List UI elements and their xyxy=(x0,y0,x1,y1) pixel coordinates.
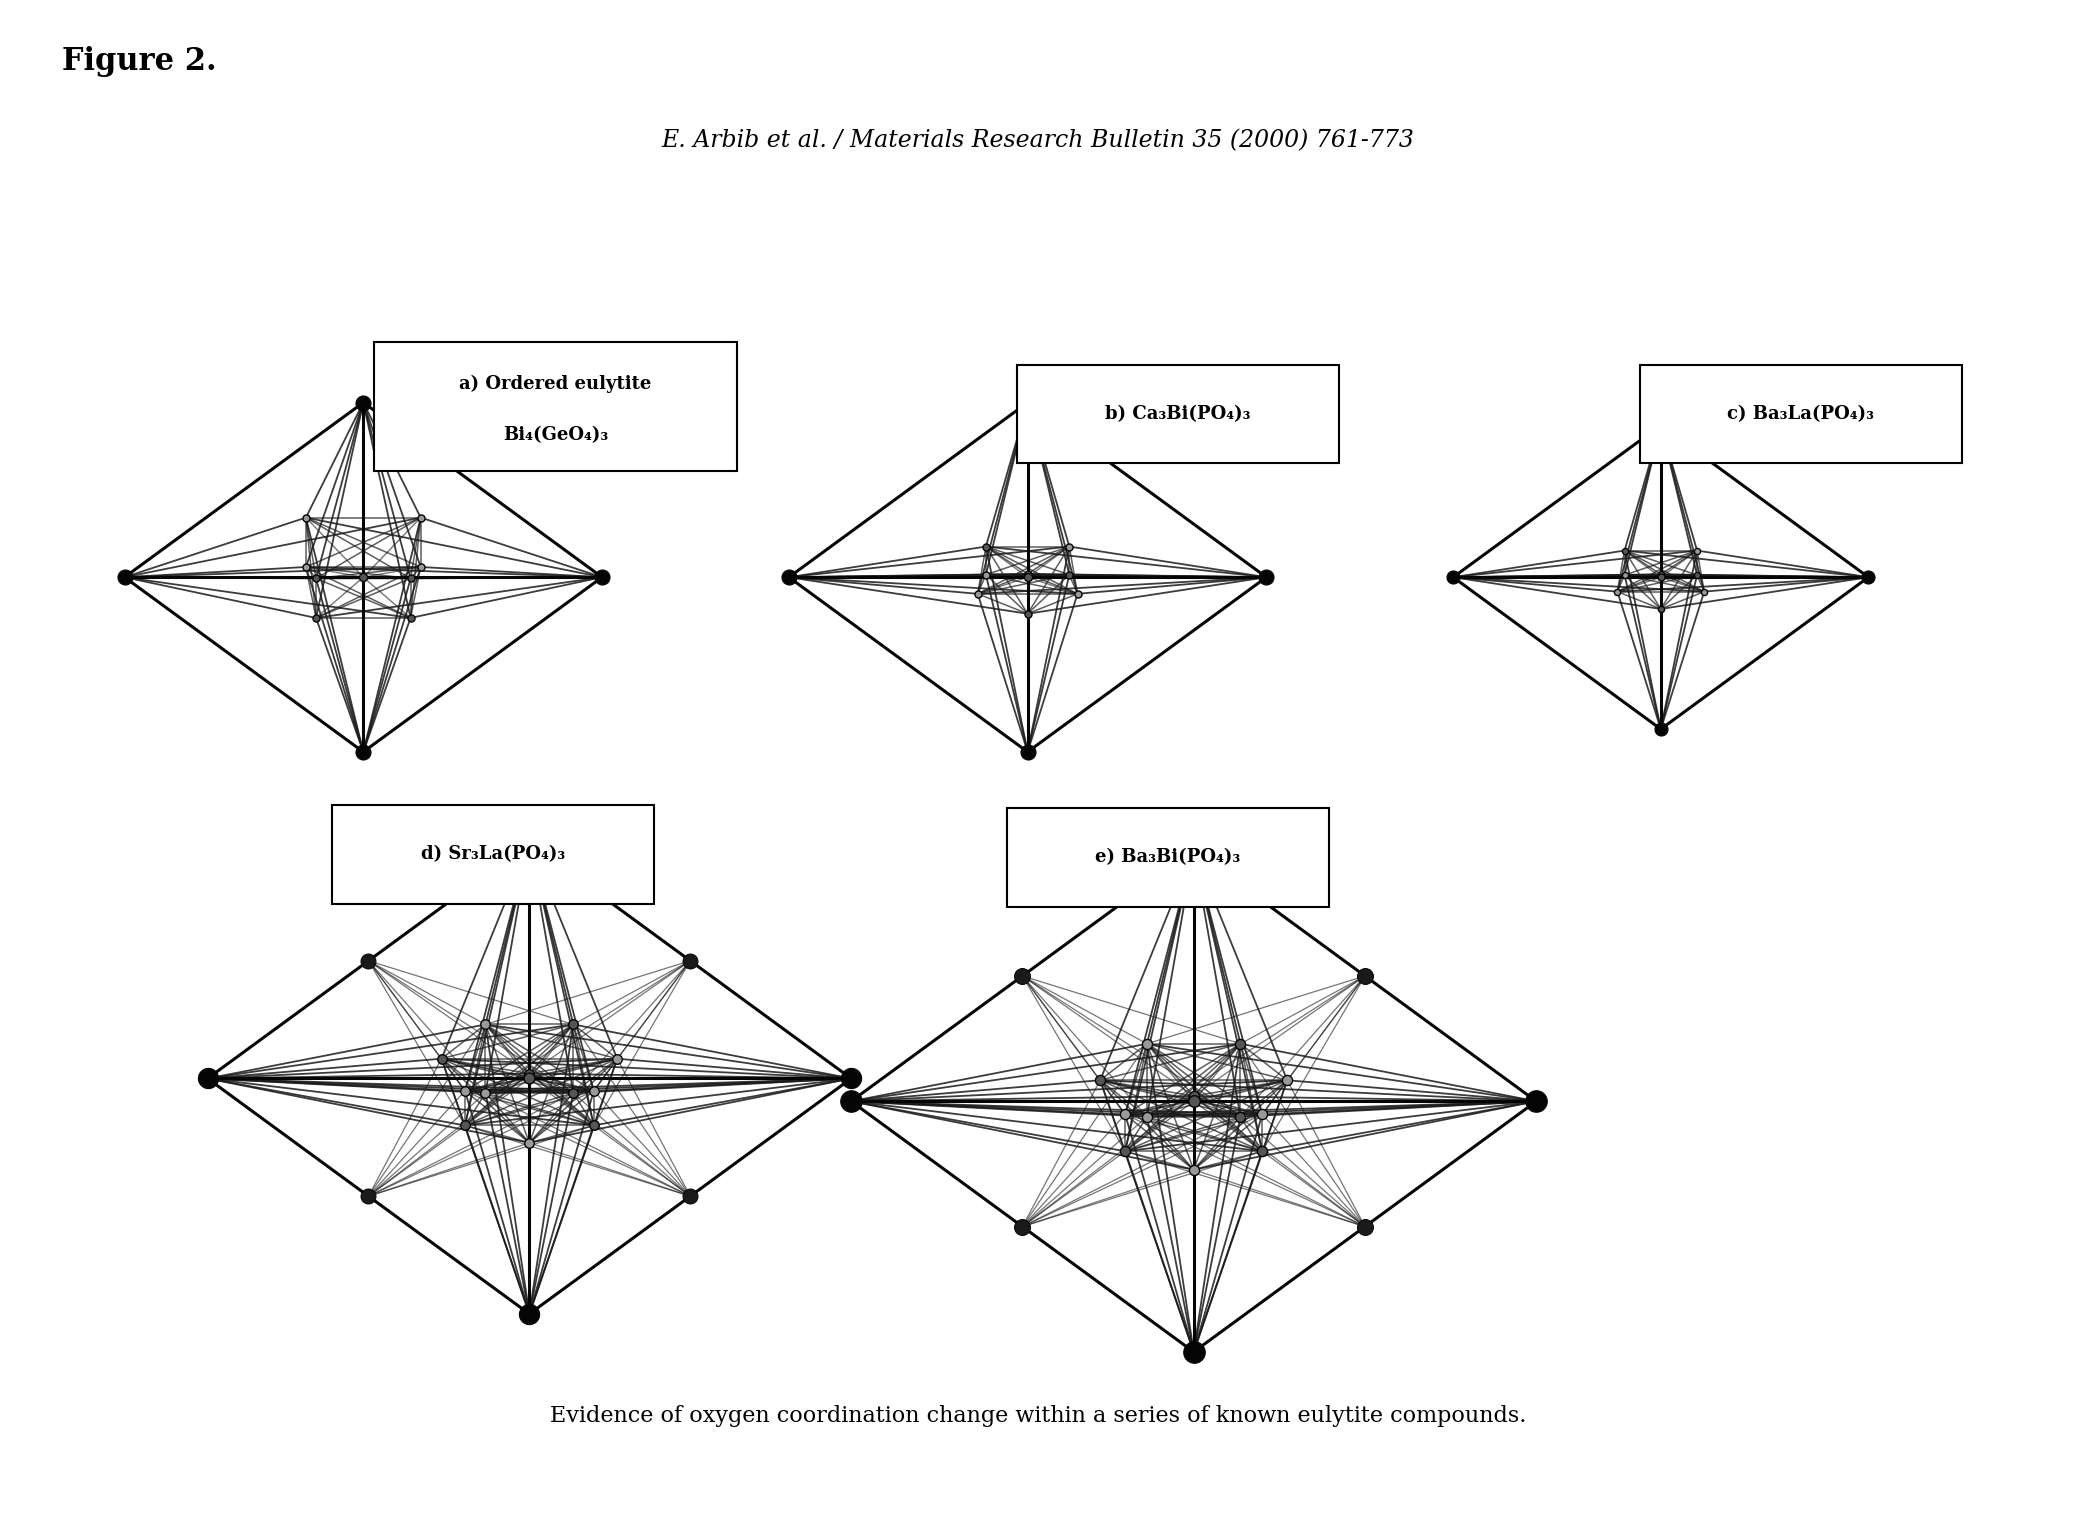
Point xyxy=(969,562,1003,586)
Point xyxy=(556,1012,590,1036)
Text: Bi₄(GeO₄)₃: Bi₄(GeO₄)₃ xyxy=(502,425,608,444)
Point xyxy=(1177,1157,1210,1182)
Point xyxy=(289,506,322,530)
Point xyxy=(513,1062,546,1086)
Point xyxy=(1644,717,1677,741)
Point xyxy=(1349,965,1383,989)
Point xyxy=(1005,1215,1038,1240)
Point xyxy=(577,1078,610,1103)
Point xyxy=(1177,1085,1210,1109)
Point xyxy=(1688,579,1721,603)
Point xyxy=(1644,562,1677,586)
Point xyxy=(448,1078,482,1103)
Point xyxy=(1609,564,1642,588)
Point xyxy=(969,535,1003,559)
Point xyxy=(1520,1089,1553,1113)
Point xyxy=(469,1082,502,1106)
Point xyxy=(1005,965,1038,989)
FancyBboxPatch shape xyxy=(1007,808,1329,907)
Point xyxy=(405,554,438,579)
Point xyxy=(347,565,380,589)
Point xyxy=(1177,838,1210,863)
Text: E. Arbib et al. / Materials Research Bulletin 35 (2000) 761-773: E. Arbib et al. / Materials Research Bul… xyxy=(662,129,1414,152)
Point xyxy=(1644,413,1677,437)
Point xyxy=(351,1185,386,1209)
Point xyxy=(1011,562,1044,586)
Point xyxy=(1053,535,1086,559)
Point xyxy=(347,740,380,764)
Point xyxy=(426,1047,459,1071)
Point xyxy=(600,1047,633,1071)
Point xyxy=(469,1012,502,1036)
Point xyxy=(1053,562,1086,586)
Point xyxy=(1177,1340,1210,1364)
FancyBboxPatch shape xyxy=(374,342,737,471)
Point xyxy=(1011,602,1044,626)
Point xyxy=(513,1130,546,1154)
FancyBboxPatch shape xyxy=(1017,365,1339,463)
Point xyxy=(1852,565,1885,589)
Point xyxy=(394,567,428,591)
Point xyxy=(1250,565,1283,589)
Point xyxy=(1349,1215,1383,1240)
Point xyxy=(1084,1068,1117,1092)
Point xyxy=(577,1113,610,1138)
Point xyxy=(347,390,380,415)
Point xyxy=(1609,538,1642,562)
Point xyxy=(673,948,706,974)
Text: Evidence of oxygen coordination change within a series of known eulytite compoun: Evidence of oxygen coordination change w… xyxy=(550,1405,1526,1426)
Point xyxy=(1644,597,1677,621)
Point xyxy=(513,1302,546,1326)
Point xyxy=(1061,582,1094,606)
Point xyxy=(108,565,141,589)
FancyBboxPatch shape xyxy=(332,805,654,904)
Point xyxy=(1644,565,1677,589)
Point xyxy=(556,1082,590,1106)
Point xyxy=(1129,1104,1163,1129)
Point xyxy=(1679,564,1713,588)
Point xyxy=(1129,1031,1163,1056)
Text: c) Ba₃La(PO₄)₃: c) Ba₃La(PO₄)₃ xyxy=(1727,406,1875,422)
Point xyxy=(1679,538,1713,562)
Point xyxy=(835,1066,868,1091)
Point xyxy=(1011,390,1044,415)
Point xyxy=(835,1089,868,1113)
Point xyxy=(448,1113,482,1138)
FancyBboxPatch shape xyxy=(1640,365,1962,463)
Point xyxy=(1177,1089,1210,1113)
Point xyxy=(1246,1103,1279,1127)
Point xyxy=(1437,565,1470,589)
Point xyxy=(1601,579,1634,603)
Point xyxy=(513,831,546,855)
Point xyxy=(1109,1139,1142,1164)
Point xyxy=(299,606,332,630)
Point xyxy=(405,506,438,530)
Point xyxy=(1246,1139,1279,1164)
Point xyxy=(1225,1031,1258,1056)
Point xyxy=(1271,1068,1304,1092)
Point xyxy=(1011,740,1044,764)
Point xyxy=(513,1066,546,1091)
Text: b) Ca₃Bi(PO₄)₃: b) Ca₃Bi(PO₄)₃ xyxy=(1104,406,1252,422)
Point xyxy=(1109,1103,1142,1127)
Point xyxy=(1225,1104,1258,1129)
Text: e) Ba₃Bi(PO₄)₃: e) Ba₃Bi(PO₄)₃ xyxy=(1096,849,1239,866)
Point xyxy=(289,554,322,579)
Point xyxy=(673,1185,706,1209)
Point xyxy=(394,606,428,630)
Text: d) Sr₃La(PO₄)₃: d) Sr₃La(PO₄)₃ xyxy=(421,846,565,863)
Point xyxy=(191,1066,224,1091)
Point xyxy=(351,948,386,974)
Point xyxy=(299,567,332,591)
Point xyxy=(772,565,805,589)
Point xyxy=(585,565,619,589)
Text: a) Ordered eulytite: a) Ordered eulytite xyxy=(459,374,652,393)
Point xyxy=(961,582,994,606)
Point xyxy=(1011,565,1044,589)
Text: Figure 2.: Figure 2. xyxy=(62,46,216,76)
